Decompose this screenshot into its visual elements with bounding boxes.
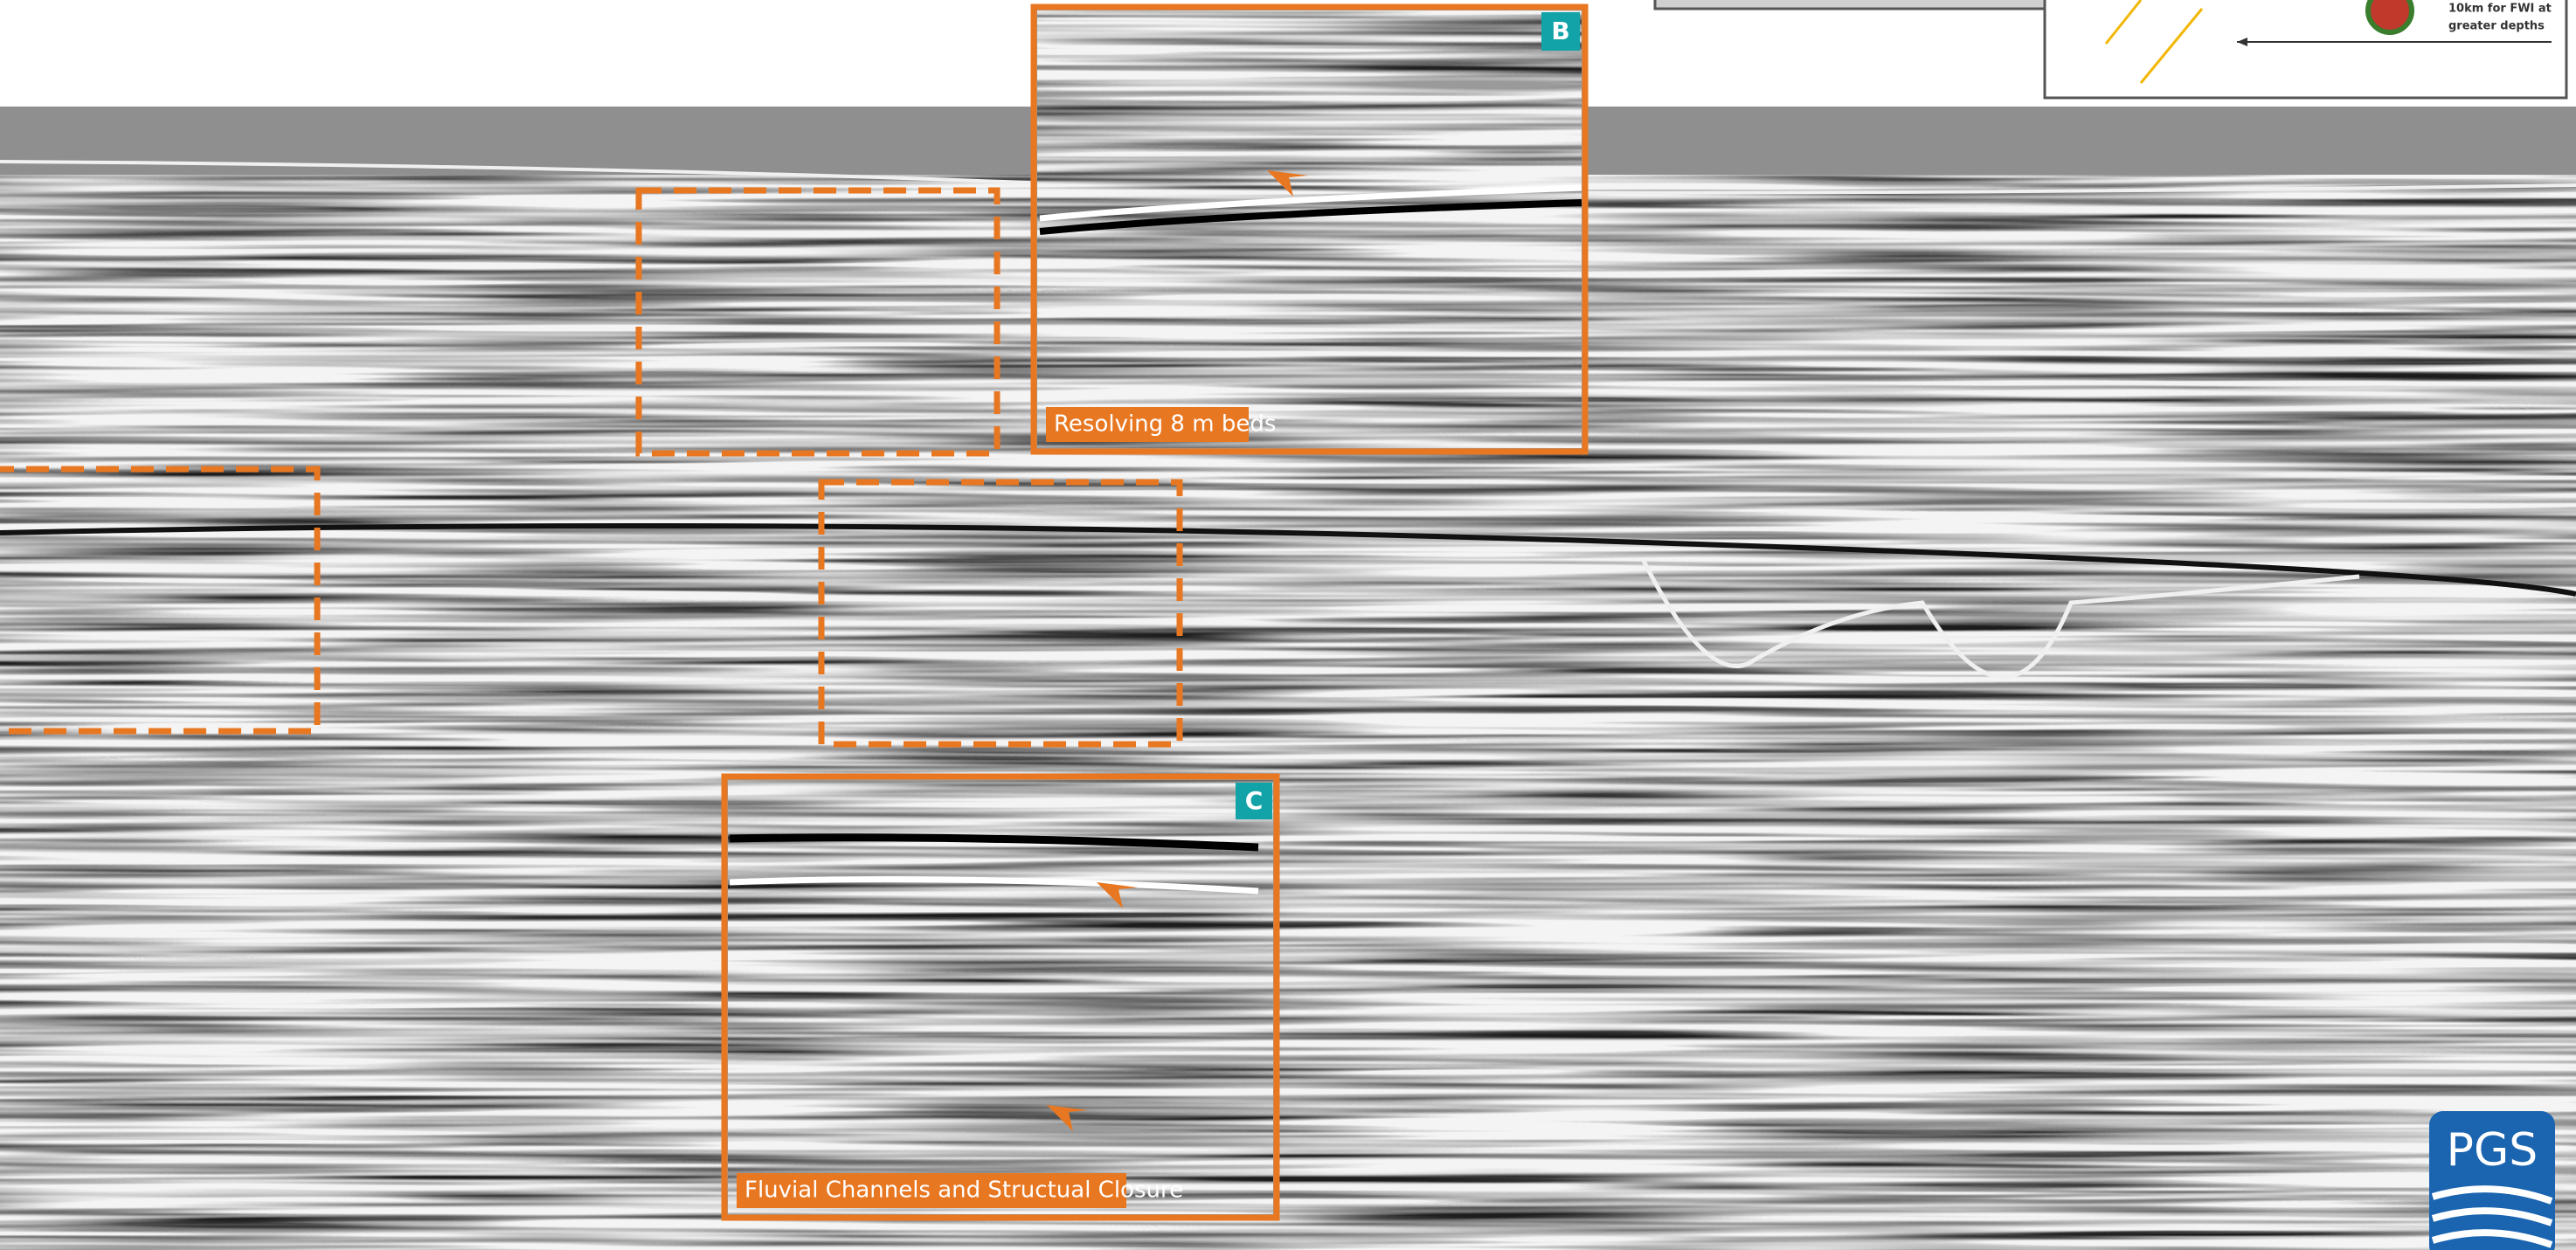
legend-panel: 10km for FWI at greater depths (2043, 0, 2568, 100)
horizon (0, 523, 2576, 597)
logo-text: PGS (2447, 1124, 2538, 1177)
legend-text: greater depths (2448, 20, 2545, 33)
pgs-logo: PGS (2429, 1111, 2555, 1250)
inset-badge: C (1245, 786, 1264, 815)
inset-badge: B (1551, 17, 1569, 45)
top-panel (1653, 0, 2053, 10)
legend-text: 10km for FWI at (2448, 3, 2552, 16)
dashed-boxes (0, 187, 1183, 748)
channel (1640, 557, 2360, 680)
inset-caption: Fluvial Channels and Structual Closure (744, 1177, 1183, 1204)
inset-b: B Resolving 8 m beds (1030, 3, 1589, 455)
inset-c: C Fluvial Channels and Structual Closure (721, 773, 1280, 1221)
inset-caption: Resolving 8 m beds (1054, 411, 1276, 438)
